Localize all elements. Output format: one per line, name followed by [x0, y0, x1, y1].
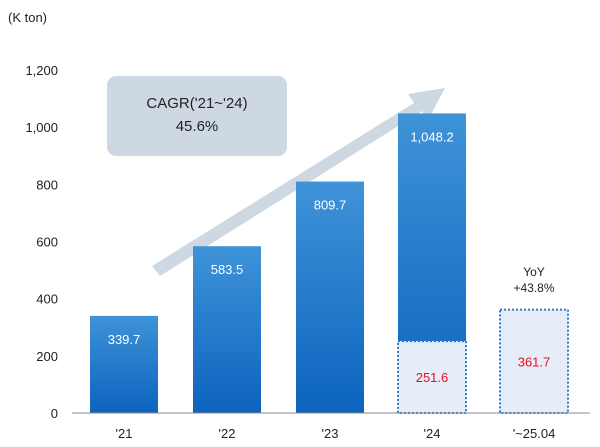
bar: [296, 181, 364, 413]
cagr-value: 45.6%: [176, 118, 219, 135]
yoy-value: +43.8%: [513, 281, 554, 295]
y-tick-label: 600: [36, 235, 58, 250]
x-tick-label: '23: [322, 426, 339, 441]
cagr-label: CAGR('21~'24): [146, 95, 247, 112]
bar-value-label: 583.5: [211, 262, 244, 277]
bar-value-label: 809.7: [314, 198, 347, 213]
bar: [193, 246, 261, 413]
yoy-label: YoY: [523, 265, 545, 279]
y-tick-label: 1,000: [25, 120, 58, 135]
y-tick-label: 200: [36, 349, 58, 364]
x-tick-label: '24: [424, 426, 441, 441]
y-tick-label: 400: [36, 292, 58, 307]
x-tick-label: '21: [116, 426, 133, 441]
x-tick-label: '~25.04: [513, 426, 556, 441]
highlight-value-label: 361.7: [518, 354, 551, 369]
x-axis-labels: '21 '22 '23 '24 '~25.04: [116, 426, 556, 441]
highlight-value-label: 251.6: [416, 370, 449, 385]
bars: 339.7 583.5 809.7 1,048.2 251.6 361.7: [90, 113, 569, 414]
y-axis-unit-label: (K ton): [8, 10, 47, 25]
y-tick-label: 1,200: [25, 63, 58, 78]
y-tick-label: 0: [51, 406, 58, 421]
y-axis-ticks: 0 200 400 600 800 1,000 1,200: [25, 63, 58, 421]
bar-value-label: 1,048.2: [410, 129, 453, 144]
x-tick-label: '22: [219, 426, 236, 441]
bar: [90, 315, 158, 413]
y-tick-label: 800: [36, 177, 58, 192]
bar-value-label: 339.7: [108, 332, 141, 347]
cagr-callout-box: [107, 76, 287, 156]
